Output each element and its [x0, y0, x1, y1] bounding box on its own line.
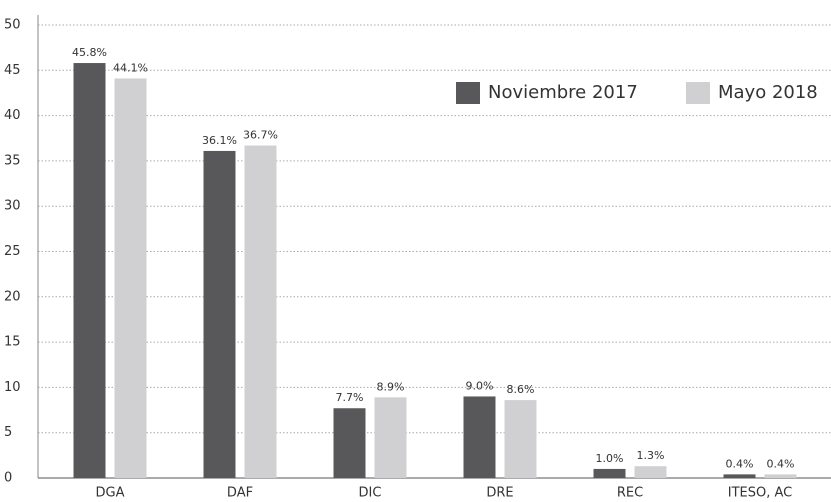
y-tick-label: 10 — [4, 380, 21, 395]
bar — [244, 145, 277, 479]
x-tick-label: DAF — [227, 486, 253, 501]
y-tick-label: 30 — [4, 199, 21, 214]
y-tick-label: 50 — [4, 18, 21, 33]
bar — [374, 397, 407, 478]
bar — [114, 78, 147, 478]
y-tick-label: 15 — [4, 335, 21, 350]
data-label: 7.7% — [336, 391, 364, 404]
y-tick-label: 45 — [4, 63, 21, 78]
bar — [593, 468, 626, 478]
x-tick-label: DRE — [486, 486, 513, 501]
data-label: 45.8% — [72, 46, 107, 59]
data-label: 8.6% — [507, 383, 535, 396]
legend-label: Mayo 2018 — [718, 82, 818, 103]
data-label: 36.7% — [243, 128, 278, 141]
data-label: 8.9% — [377, 380, 405, 393]
y-tick-label: 20 — [4, 289, 21, 304]
data-label: 0.4% — [767, 457, 795, 470]
data-label: 1.0% — [596, 452, 624, 465]
bar — [634, 466, 667, 478]
bar — [764, 474, 797, 478]
x-tick-label: ITESO, AC — [728, 486, 792, 501]
y-tick-label: 25 — [4, 244, 21, 259]
bar — [504, 400, 537, 478]
data-label: 36.1% — [202, 134, 237, 147]
data-label: 44.1% — [113, 61, 148, 74]
bar — [73, 63, 106, 478]
y-tick-label: 0 — [4, 471, 12, 486]
x-tick-label: DIC — [359, 486, 382, 501]
data-label: 1.3% — [637, 449, 665, 462]
legend-label: Noviembre 2017 — [488, 82, 638, 103]
bar — [333, 408, 366, 478]
legend-swatch — [686, 82, 710, 104]
y-tick-label: 35 — [4, 153, 21, 168]
bar — [723, 474, 756, 478]
y-tick-label: 5 — [4, 425, 12, 440]
legend-swatch — [456, 82, 480, 104]
bar — [463, 396, 496, 478]
x-tick-label: DGA — [96, 486, 125, 501]
bar — [203, 150, 236, 478]
y-tick-label: 40 — [4, 108, 21, 123]
data-label: 9.0% — [466, 379, 494, 392]
x-tick-label: REC — [617, 486, 643, 501]
data-label: 0.4% — [726, 457, 754, 470]
